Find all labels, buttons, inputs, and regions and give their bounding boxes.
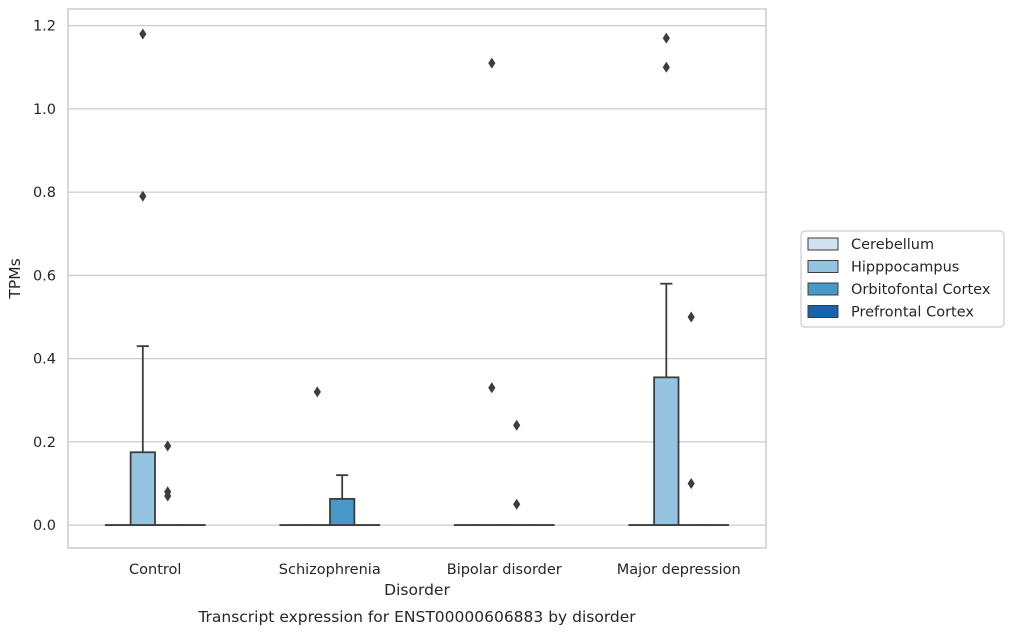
y-axis-label: TPMs [6,258,24,299]
legend-label: Hipppocampus [851,260,959,276]
box-orbitofontal-cortex [329,474,356,527]
outlier-point [139,28,147,40]
box-orbitofontal-cortex [503,419,530,527]
outlier-point [687,477,695,489]
legend-label: Cerebellum [851,237,934,253]
legend-swatch [807,282,839,296]
outlier-point [662,61,670,73]
outlier-point [488,57,496,69]
y-axis-ticks: 0.0 0.2 0.4 0.6 0.8 1.0 1.2 [33,19,56,534]
outlier-point [164,486,172,498]
box-body [129,451,156,527]
legend-swatch [807,305,839,318]
y-tick-label: 0.4 [33,352,56,368]
legend-swatch [807,260,839,273]
outlier-point [488,382,496,394]
plot-frame [67,8,767,549]
legend-frame [800,230,1005,328]
box-hipppocampus [304,386,331,527]
outlier-point [513,419,521,431]
outlier-point [313,386,321,398]
legend-label: Prefrontal Cortex [851,305,974,321]
y-tick-label: 0.6 [33,268,56,284]
x-tick-label: Bipolar disorder [447,562,562,578]
y-tick-label: 0.0 [33,518,56,534]
legend-swatch [807,237,839,251]
legend-label: Orbitofontal Cortex [851,282,991,298]
outlier-point [164,440,172,452]
x-axis-label: Disorder [384,581,450,599]
outlier-point [139,190,147,202]
x-tick-label: Control [129,562,181,578]
chart-caption: Transcript expression for ENST0000060688… [197,608,636,626]
box-orbitofontal-cortex [678,311,705,527]
box-hipppocampus [653,32,680,527]
y-tick-label: 0.2 [33,435,56,451]
gridlines [68,25,766,526]
x-tick-label: Schizophrenia [279,562,381,578]
outlier-point [513,498,521,510]
box-hipppocampus [129,28,156,527]
box-body [653,376,680,527]
box-groups [104,28,730,527]
y-tick-label: 0.8 [33,185,56,201]
box-body [329,497,356,527]
x-tick-label: Major depression [617,562,741,578]
x-axis-ticks: Control Schizophrenia Bipolar disorder Majo… [129,562,741,578]
box-orbitofontal-cortex [154,440,181,527]
box-hipppocampus [478,57,505,527]
outlier-point [687,311,695,323]
y-tick-label: 1.0 [33,102,56,118]
y-tick-label: 1.2 [33,19,56,35]
outlier-point [662,32,670,44]
legend: Cerebellum Hipppocampus Orbitofontal Corte… [800,230,1005,328]
